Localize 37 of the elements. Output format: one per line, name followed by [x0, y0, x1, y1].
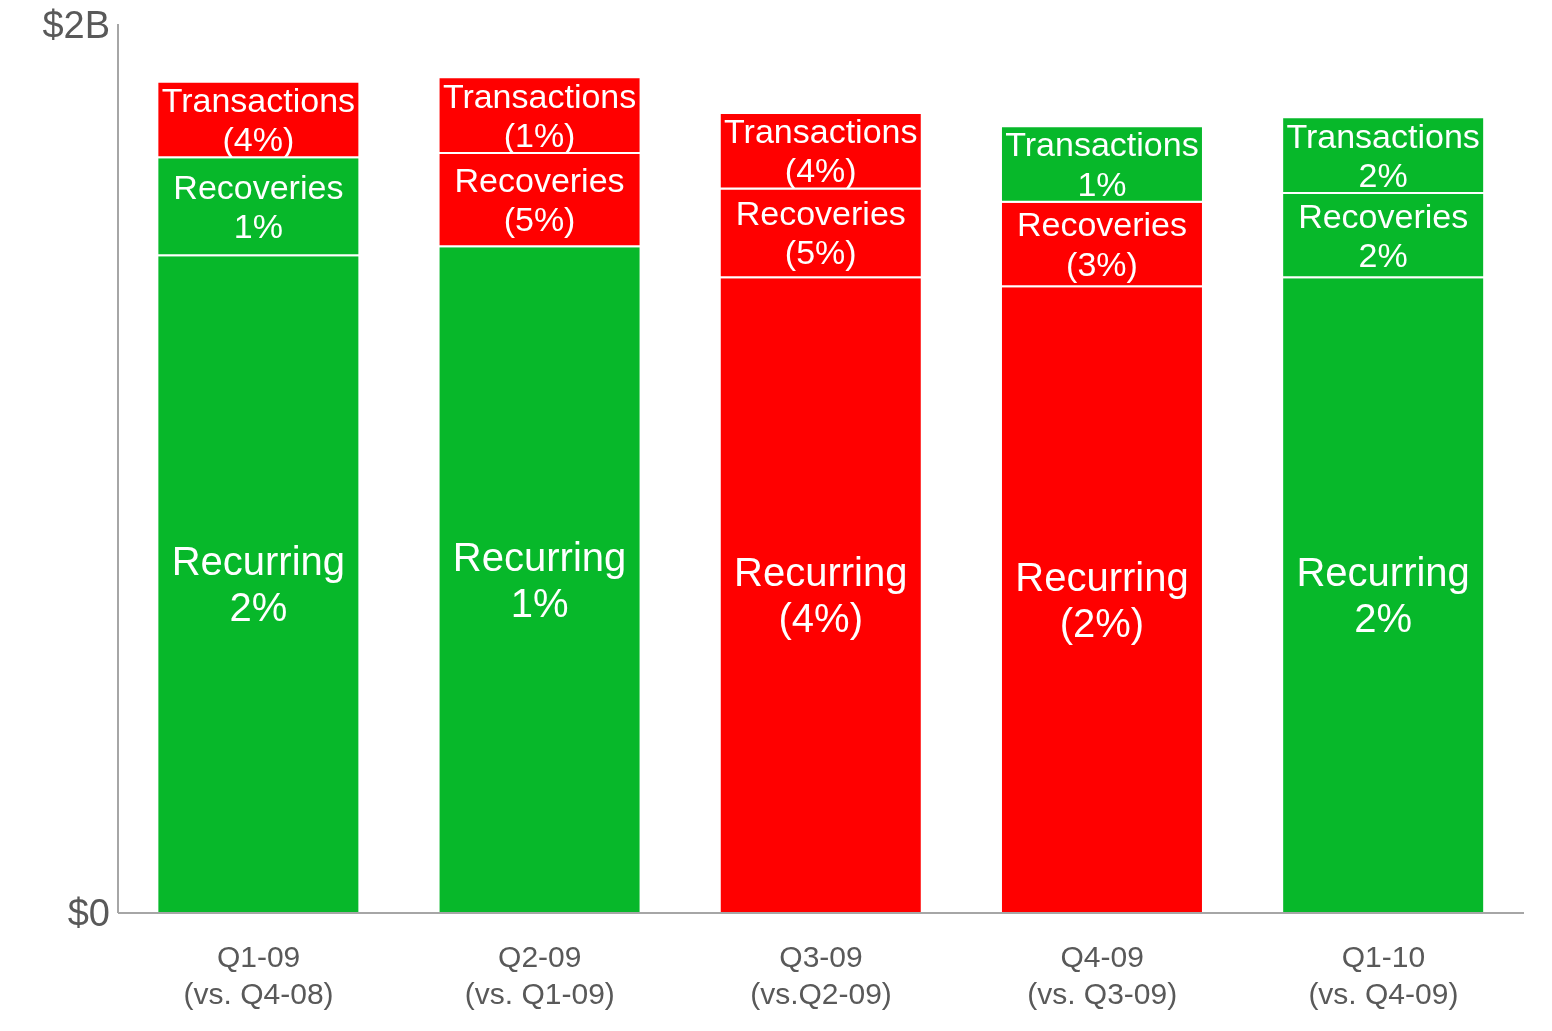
text: Recurring — [171, 539, 346, 584]
annotation: 2% — [1354, 596, 1413, 641]
x-tick-label: Q1-10 (vs. Q4-09) — [1308, 940, 1459, 1010]
text: Transactions — [442, 76, 637, 115]
series-label: Recoveries — [1016, 205, 1188, 244]
text: Transactions — [724, 112, 918, 151]
text: Recoveries — [735, 194, 906, 233]
text: Recurring — [1296, 550, 1470, 595]
text: Recoveries — [1298, 196, 1469, 235]
x-tick-label: Q1-09 (vs. Q4-08) — [183, 940, 334, 1010]
x-tick-label: Q3-09 (vs.Q2-09) — [750, 940, 892, 1010]
annotation: (2%) — [1059, 600, 1145, 645]
series-label: Transactions — [1005, 125, 1199, 164]
y-tick-label: $2B — [42, 3, 110, 46]
annotation: 2% — [1358, 155, 1408, 194]
annotation: (5%) — [784, 233, 857, 272]
annotation: (3%) — [1066, 244, 1138, 283]
text: Transactions — [161, 81, 356, 120]
annotation: (1%) — [503, 115, 576, 154]
series-label: Recurring — [734, 550, 908, 595]
annotation: 1% — [233, 206, 283, 245]
annotation: (5%) — [503, 200, 576, 239]
text: Transactions — [1286, 116, 1480, 155]
annotation: (4%) — [784, 151, 857, 190]
text: Recurring — [452, 534, 627, 579]
annotation: (4%) — [778, 596, 863, 641]
annotation: 2% — [1358, 235, 1408, 274]
text: Recurring — [1015, 554, 1189, 599]
text: Recoveries — [454, 161, 625, 200]
y-tick-label: $0 — [67, 892, 110, 935]
x-tick-label: Q4-09 (vs. Q3-09) — [1027, 940, 1178, 1010]
annotation: 2% — [229, 585, 288, 630]
annotation: 1% — [510, 580, 569, 625]
annotation: (4%) — [222, 120, 295, 159]
x-tick-label: Q2-09 (vs. Q1-09) — [464, 940, 615, 1010]
text: Recoveries — [173, 167, 344, 206]
annotation: 1% — [1077, 164, 1127, 203]
